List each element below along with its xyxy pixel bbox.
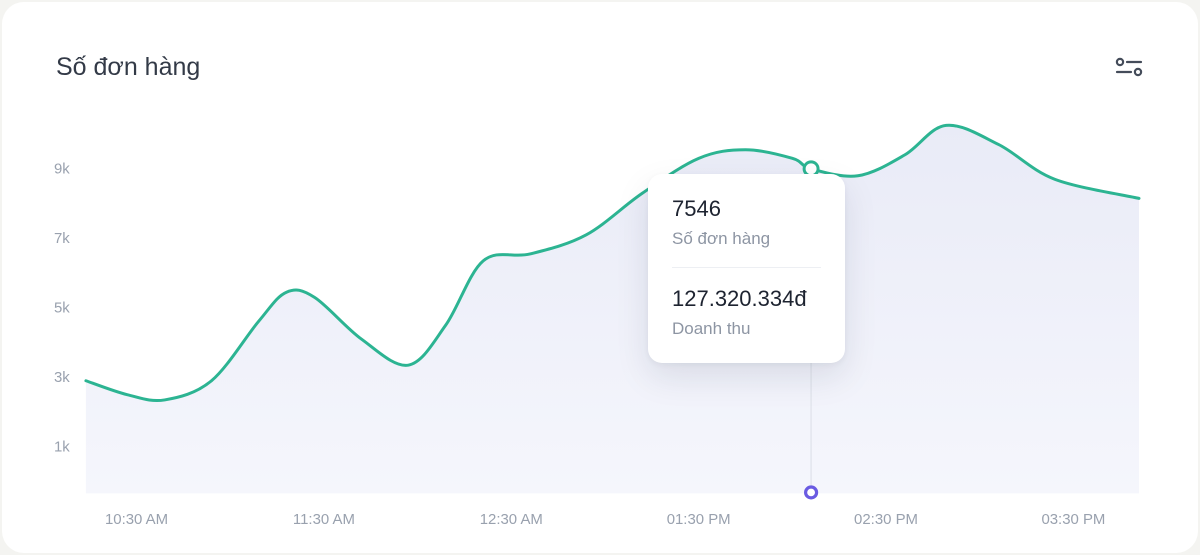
- series-line: [84, 123, 1141, 402]
- chart-settings-button[interactable]: [1110, 50, 1148, 84]
- y-tick-label: 3k: [54, 369, 70, 386]
- x-tick-label: 03:30 PM: [1041, 511, 1105, 528]
- tooltip-revenue-label: Doanh thu: [672, 319, 751, 338]
- tooltip-orders-label: Số đơn hàng: [672, 229, 771, 248]
- sliders-icon: [1115, 57, 1143, 77]
- y-tick-label: 9k: [54, 161, 70, 178]
- tooltip-revenue-value: 127.320.334đ: [672, 286, 807, 311]
- selected-point-dot[interactable]: [804, 485, 819, 500]
- page-title: Số đơn hàng: [56, 52, 201, 81]
- card-header: Số đơn hàng: [56, 50, 1148, 84]
- series-area: [85, 125, 1139, 494]
- x-tick-label: 01:30 PM: [667, 511, 731, 528]
- y-tick-label: 7k: [54, 230, 70, 247]
- chart-tooltip: 7546 Số đơn hàng 127.320.334đ Doanh thu: [648, 174, 845, 363]
- x-tick-label: 12:30 AM: [480, 511, 543, 528]
- y-tick-label: 1k: [54, 439, 70, 456]
- tooltip-orders-value: 7546: [672, 196, 721, 221]
- x-tick-label: 11:30 AM: [293, 511, 355, 528]
- x-tick-label: 10:30 AM: [105, 511, 168, 528]
- y-tick-label: 5k: [54, 300, 70, 317]
- x-tick-label: 02:30 PM: [854, 511, 918, 528]
- tooltip-divider: [672, 267, 821, 268]
